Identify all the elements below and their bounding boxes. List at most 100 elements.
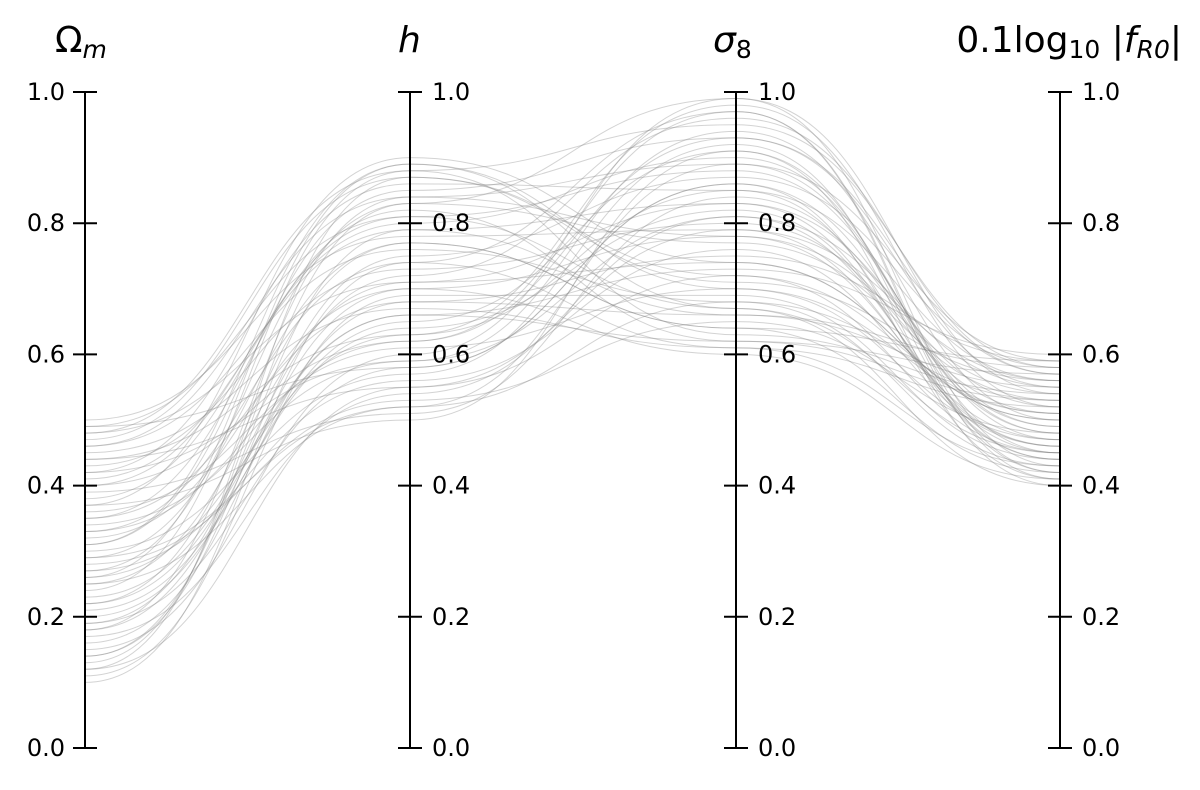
data-line [84, 124, 1061, 434]
tick-label: 0.0 [1082, 734, 1120, 762]
data-line [84, 163, 1061, 578]
tick-label: 0.2 [1082, 603, 1120, 631]
data-line [84, 222, 1061, 467]
data-line [84, 235, 1061, 631]
data-line [84, 176, 1061, 670]
data-line [84, 248, 1061, 572]
data-line [84, 98, 1061, 651]
data-line [84, 275, 1061, 670]
data-line [84, 314, 1061, 605]
tick-label: 1.0 [1082, 78, 1120, 106]
data-line [84, 196, 1061, 631]
data-line [84, 189, 1061, 578]
axis-title-part: m [83, 35, 107, 64]
tick-label: 1.0 [27, 78, 65, 106]
tick-label: 0.6 [432, 340, 470, 368]
data-line [84, 301, 1061, 519]
tick-label: 0.0 [758, 734, 796, 762]
axis-title: h [398, 20, 421, 61]
tick-label: 0.0 [27, 734, 65, 762]
data-line [84, 288, 1061, 539]
tick-label: 0.8 [1082, 209, 1120, 237]
data-line [84, 294, 1061, 677]
data-line [84, 183, 1061, 473]
axis-title-part: σ [713, 20, 737, 61]
data-line [84, 203, 1061, 657]
data-line [84, 307, 1061, 467]
tick-label: 0.4 [432, 472, 470, 500]
axis-title-part: 0.1log [956, 20, 1068, 61]
data-line [84, 137, 1061, 487]
data-line [84, 229, 1061, 480]
tick-label: 0.6 [758, 340, 796, 368]
data-line [84, 209, 1061, 519]
data-line [84, 163, 1061, 559]
tick-label: 0.4 [758, 472, 796, 500]
data-line [84, 242, 1061, 559]
data-line [84, 216, 1061, 473]
data-line [84, 163, 1061, 447]
data-line [84, 130, 1061, 526]
data-line [84, 111, 1061, 533]
data-line [84, 242, 1061, 605]
data-line [84, 203, 1061, 664]
tick-label: 0.8 [432, 209, 470, 237]
tick-label: 0.8 [27, 209, 65, 237]
data-line [84, 150, 1061, 506]
axis-title-part: | [1170, 20, 1182, 61]
tick-label: 0.8 [758, 209, 796, 237]
data-line [84, 262, 1061, 434]
data-line [84, 196, 1061, 493]
data-line [84, 170, 1061, 500]
data-line [84, 117, 1061, 624]
data-line [84, 268, 1061, 598]
tick-label: 0.2 [432, 603, 470, 631]
data-line [84, 137, 1061, 546]
data-line [84, 157, 1061, 487]
tick-label: 0.4 [27, 472, 65, 500]
data-line [84, 104, 1061, 460]
data-line [84, 176, 1061, 441]
data-line [84, 183, 1061, 624]
axis-title-part: | [1100, 20, 1124, 61]
data-line [84, 203, 1061, 585]
axis-title-part: Ω [55, 20, 83, 61]
axis-title-part: R0 [1137, 35, 1170, 64]
data-line [84, 262, 1061, 683]
tick-label: 0.2 [27, 603, 65, 631]
tick-label: 0.0 [432, 734, 470, 762]
axis-title: 0.1log10 |fR0| [956, 20, 1182, 64]
data-line [84, 150, 1061, 618]
tick-label: 0.4 [1082, 472, 1120, 500]
data-line [84, 321, 1061, 565]
axis-title: Ωm [55, 20, 107, 64]
tick-label: 0.2 [758, 603, 796, 631]
data-line [84, 170, 1061, 592]
tick-label: 0.6 [1082, 340, 1120, 368]
tick-label: 1.0 [758, 78, 796, 106]
data-line [84, 229, 1061, 460]
lines [84, 98, 1061, 683]
axes: 0.0 0.2 0.4 0.6 0.8 1.0 Ωm 0.0 0.2 0.4 0.6 0.8 1.0 h 0… [27, 20, 1182, 762]
data-line [84, 98, 1061, 572]
tick-label: 0.6 [27, 340, 65, 368]
data-line [84, 288, 1061, 513]
axis-title: σ8 [713, 20, 752, 64]
data-line [84, 248, 1061, 467]
data-line [84, 229, 1061, 447]
data-line [84, 176, 1061, 657]
data-line [84, 183, 1061, 434]
data-line [84, 255, 1061, 644]
data-line [84, 216, 1061, 487]
data-line [84, 301, 1061, 585]
data-line [84, 143, 1061, 552]
data-line [84, 163, 1061, 546]
axis-title-part: 8 [736, 35, 752, 64]
tick-label: 1.0 [432, 78, 470, 106]
axis-title-part: 10 [1069, 35, 1101, 64]
axis-title-part: h [398, 20, 421, 61]
data-line [84, 111, 1061, 533]
data-line [84, 157, 1061, 506]
data-line [84, 216, 1061, 637]
